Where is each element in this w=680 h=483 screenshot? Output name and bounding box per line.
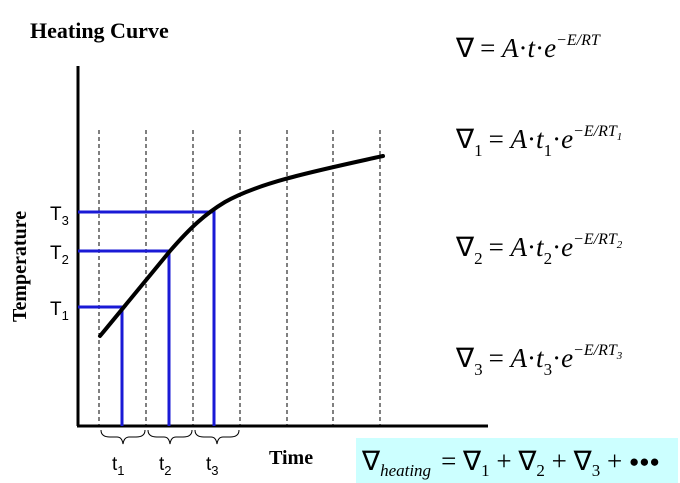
guide-t1 [78, 305, 124, 426]
heating-curve [98, 154, 385, 338]
equation-main: ∇ = A·t·e−E/RT [455, 32, 601, 63]
equation-sum: ∇heating = ∇1 + ∇2 + ∇3 + ●●● [361, 446, 660, 480]
time-label-t3: t3 [206, 454, 219, 478]
equation-3: ∇3 = A·t3·e−E/RT3 [455, 342, 623, 379]
guide-t3 [78, 210, 216, 426]
brace-t3 [194, 429, 240, 445]
interval-braces [100, 429, 240, 445]
x-axis-label: Time [269, 447, 313, 469]
equation-1: ∇1 = A·t1·e−E/RT1 [455, 123, 622, 160]
time-label-t1: t1 [112, 454, 125, 478]
sum-equation-box [356, 438, 678, 483]
diagram-title: Heating Curve [30, 18, 169, 43]
brace-t1 [100, 429, 146, 445]
brace-t2 [147, 429, 193, 445]
temperature-label-t1: T1 [50, 299, 69, 323]
y-axis-label: Temperature [9, 211, 31, 322]
equation-2: ∇2 = A·t2·e−E/RT2 [455, 231, 623, 268]
temperature-label-t2: T2 [50, 243, 69, 267]
time-interval-gridlines [98, 130, 381, 425]
temperature-label-t3: T3 [50, 204, 69, 228]
time-label-t2: t2 [159, 454, 172, 478]
